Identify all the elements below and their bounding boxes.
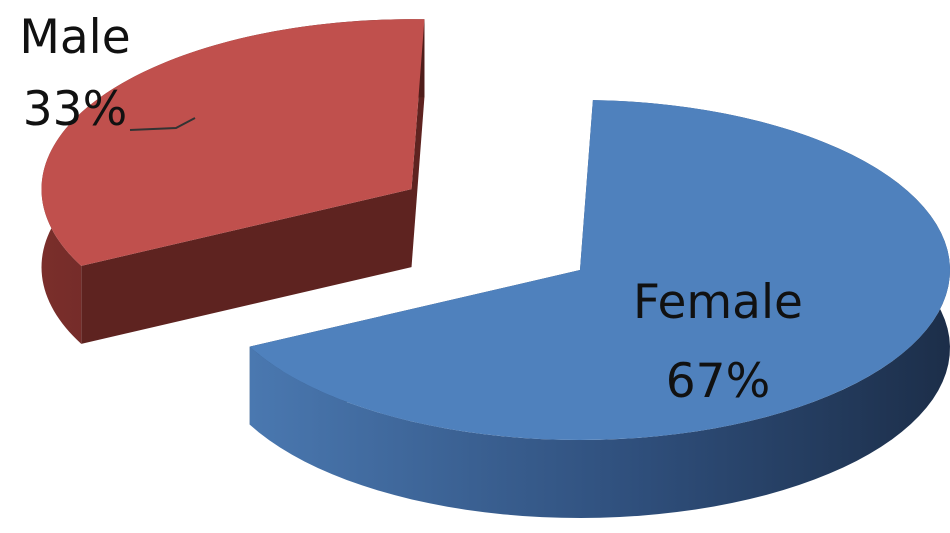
male-leader-line [129,117,196,131]
female-percent-label: 67% [666,354,770,409]
female-slice [249,100,950,518]
female-slice-top [249,100,950,440]
male-slice-cut-face [81,189,412,344]
female-label: Female [633,275,803,330]
male-label: Male [19,10,130,65]
male-percent-label: 33% [23,82,127,137]
male-slice [41,19,425,344]
male-slice-top [41,19,425,266]
